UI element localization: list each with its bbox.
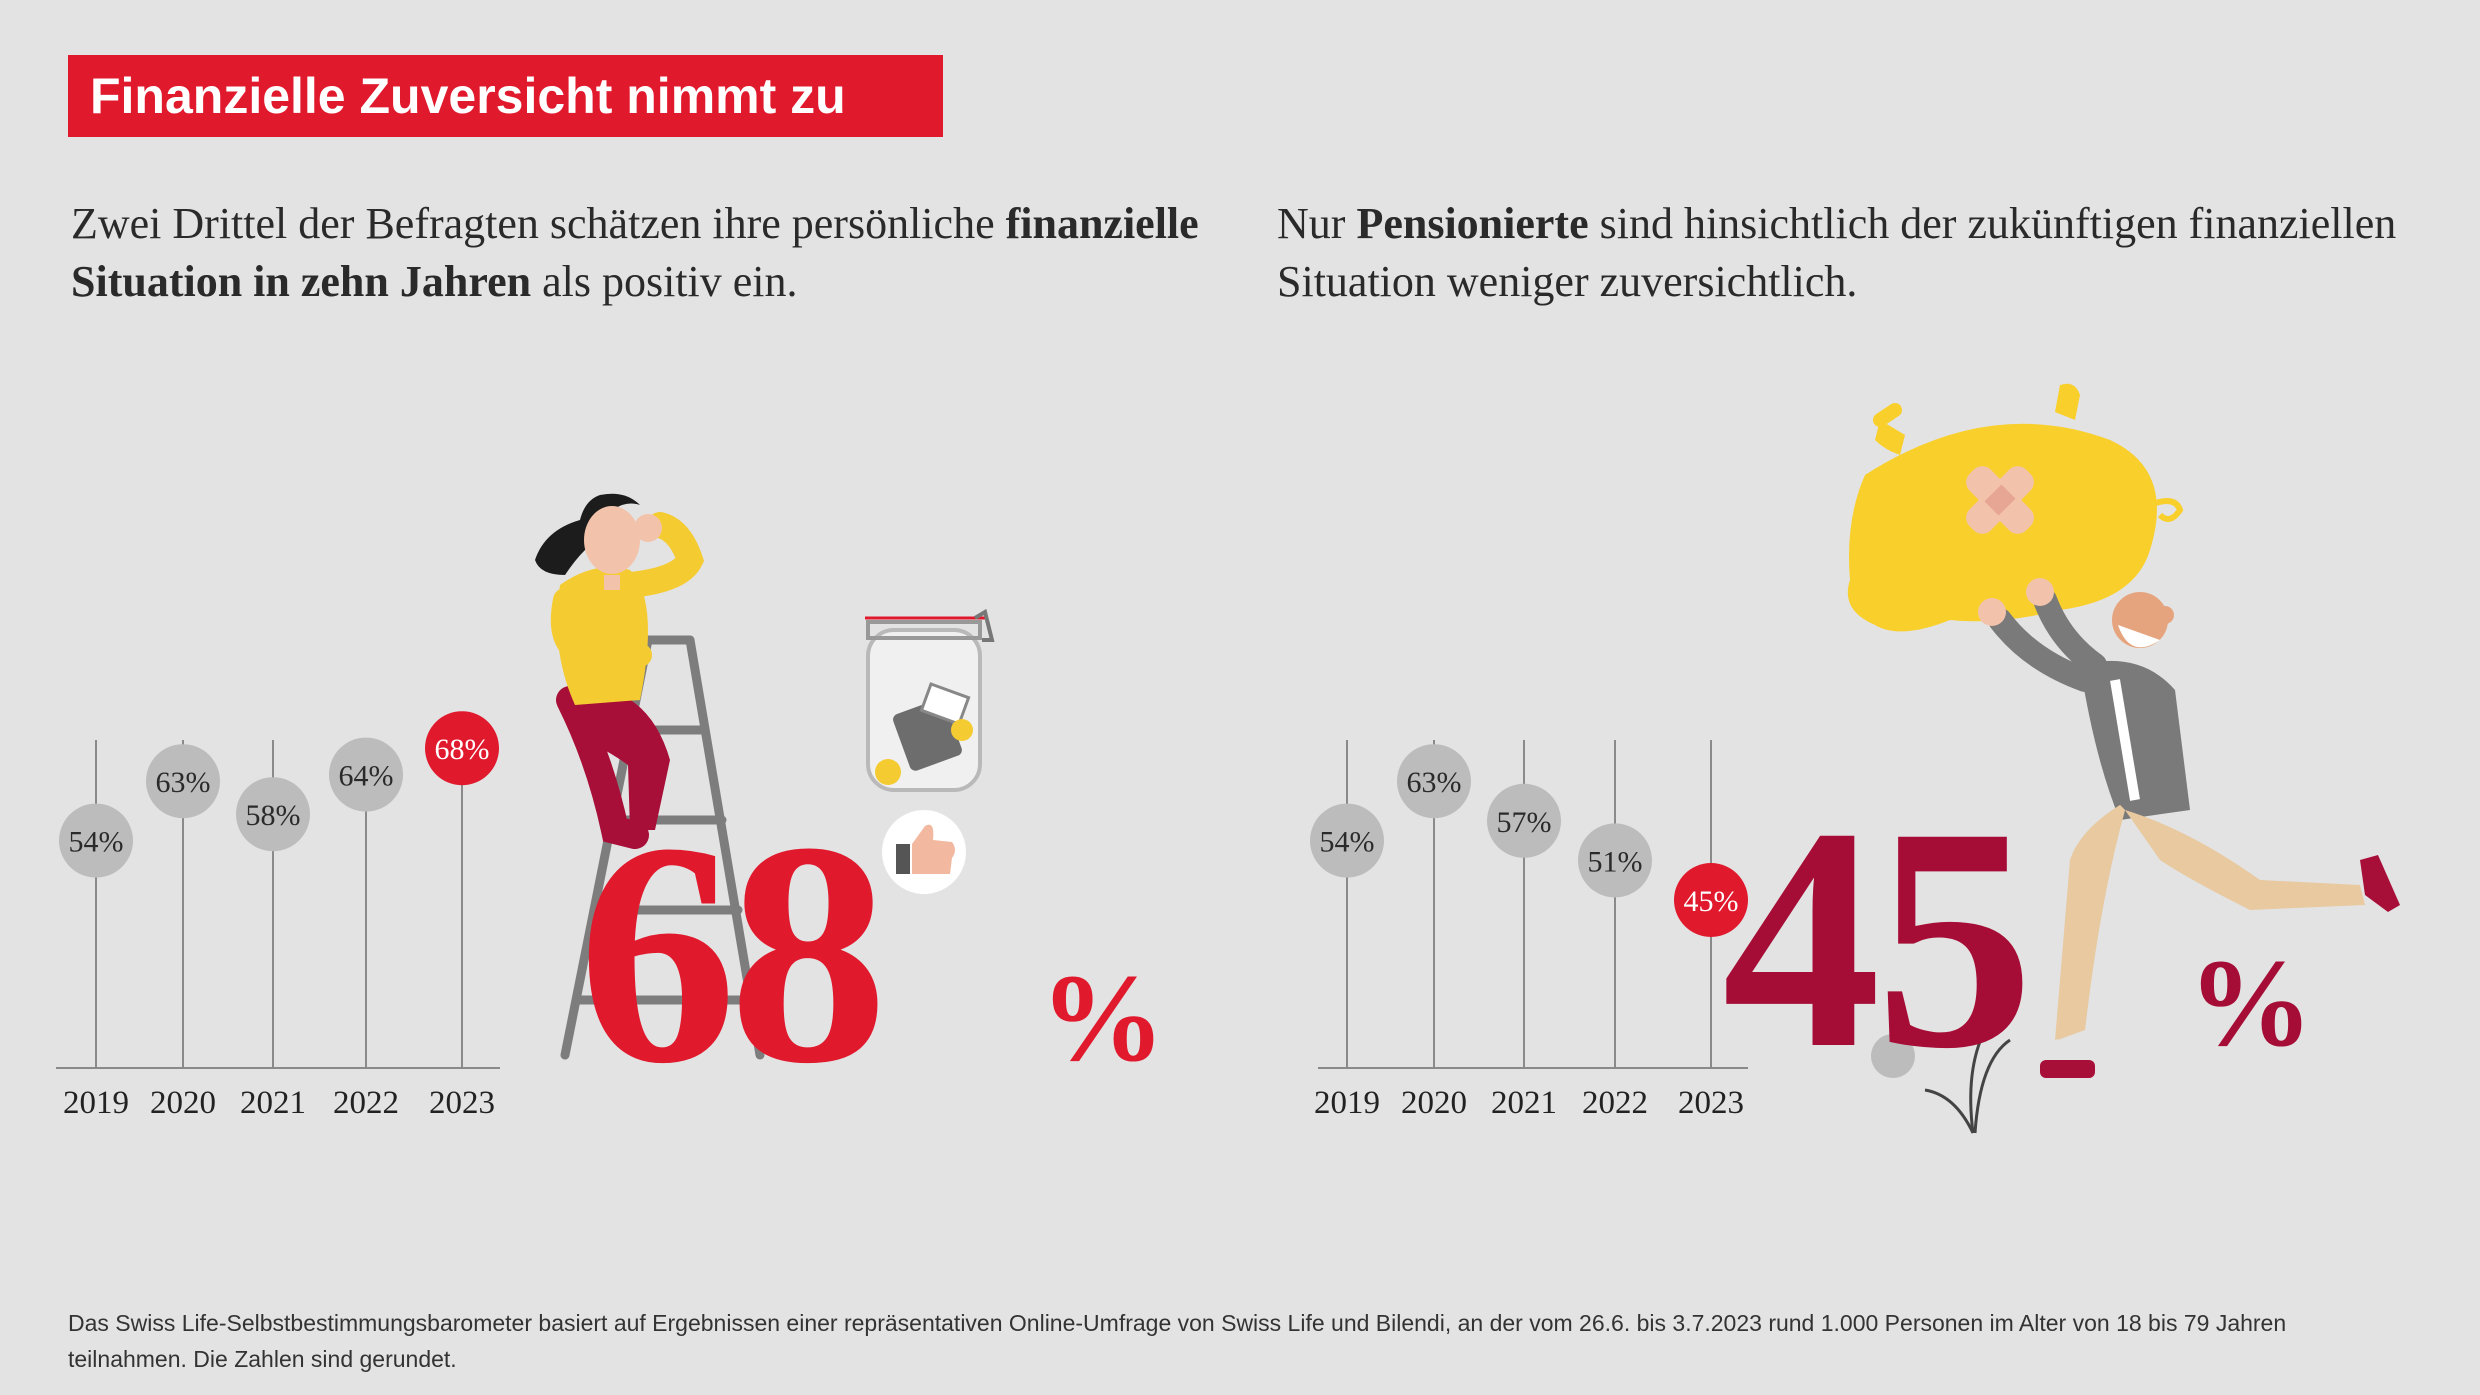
thumbs-up-badge [882, 810, 966, 894]
dot-2021 [1487, 783, 1561, 858]
left-lead-text: Zwei Drittel der Befragten schätzen ihre… [71, 195, 1231, 311]
value-label-2023: 68% [435, 733, 490, 766]
year-label-2022: 2022 [333, 1085, 399, 1121]
savings-jar-illustration [865, 608, 995, 792]
right-lead-text: Nur Pensionierte sind hinsichtlich der z… [1277, 195, 2437, 311]
year-label-2019: 2019 [1314, 1085, 1380, 1121]
dot-2023 [425, 711, 499, 786]
year-label-2021: 2021 [240, 1085, 306, 1121]
chart-right-lollipop: 54% 2019 63% 2020 57% 2021 51% 2022 45% 2023 [1310, 740, 1748, 1121]
value-label-2022: 64% [339, 760, 394, 793]
value-label-2021: 57% [1497, 806, 1552, 839]
year-label-2023: 2023 [429, 1085, 495, 1121]
percent-sign-right: % [2188, 935, 2313, 1073]
year-label-2019: 2019 [63, 1085, 129, 1121]
left-lead-part2: als positiv ein. [531, 257, 798, 306]
percent-sign-left: % [1040, 950, 1165, 1088]
value-label-2019: 54% [69, 826, 124, 859]
big-value-left: 68 [578, 777, 880, 1129]
page-title: Finanzielle Zuversicht nimmt zu [90, 68, 846, 124]
value-label-2021: 58% [246, 799, 301, 832]
woman-on-ladder-illustration [535, 493, 765, 1060]
dot-2021 [236, 777, 310, 852]
dot-2020 [146, 744, 220, 819]
year-label-2020: 2020 [1401, 1085, 1467, 1121]
leg-overlap [2058, 805, 2125, 1040]
right-lead-part1: Nur [1277, 199, 1357, 248]
right-lead-part2: sind hinsichtlich der zukünftigen finanz… [1277, 199, 2397, 306]
left-lead-bold: finanzielle Situation in zehn Jahren [71, 199, 1199, 306]
dot-2019 [59, 803, 133, 878]
big-value-right: 45 [1722, 762, 2028, 1114]
chart-left-lollipop: 54% 2019 63% 2020 58% 2021 64% 2022 68% 2023 [56, 711, 500, 1121]
value-label-2022: 51% [1588, 845, 1643, 878]
year-label-2021: 2021 [1491, 1085, 1557, 1121]
dot-2019 [1310, 803, 1384, 878]
dot-2023 [1674, 863, 1748, 937]
left-lead-part1: Zwei Drittel der Befragten schätzen ihre… [71, 199, 1006, 248]
title-banner: Finanzielle Zuversicht nimmt zu [68, 55, 943, 137]
footnote: Das Swiss Life-Selbstbestimmungsbaromete… [68, 1310, 2287, 1372]
year-label-2023: 2023 [1678, 1085, 1744, 1121]
dot-2020 [1397, 744, 1471, 819]
value-label-2023: 45% [1684, 885, 1739, 918]
dot-2022 [329, 737, 403, 812]
year-label-2022: 2022 [1582, 1085, 1648, 1121]
right-lead-bold: Pensionierte [1356, 199, 1589, 248]
dot-2022 [1578, 823, 1652, 898]
value-label-2020: 63% [156, 766, 211, 799]
value-label-2020: 63% [1407, 766, 1462, 799]
value-label-2019: 54% [1320, 826, 1375, 859]
year-label-2020: 2020 [150, 1085, 216, 1121]
